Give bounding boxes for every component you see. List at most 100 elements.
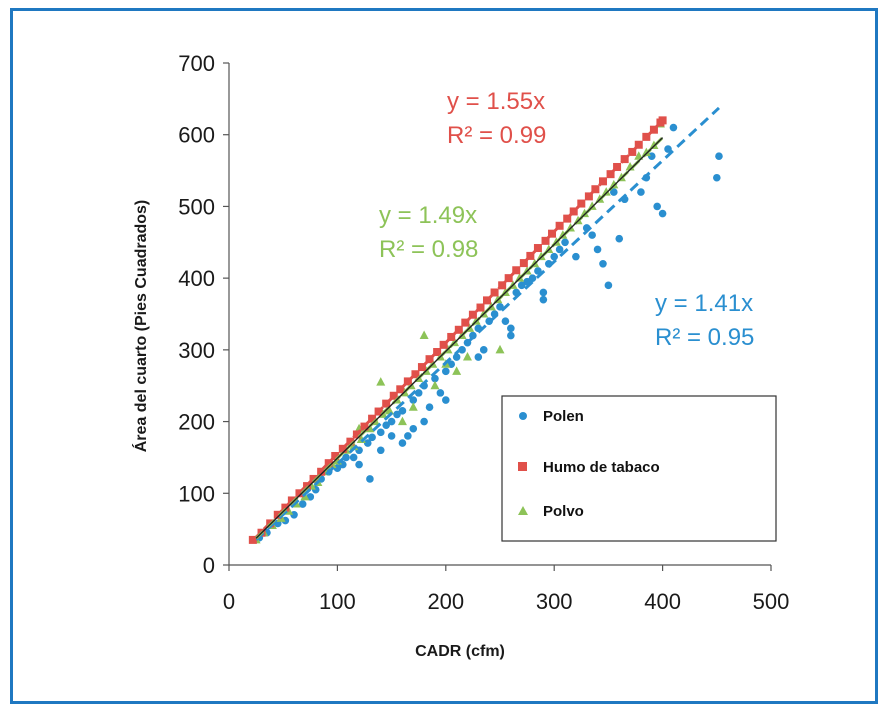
- data-point-polvo: [634, 151, 644, 160]
- legend-label-polen: Polen: [543, 408, 584, 425]
- y-tick-label: 400: [178, 266, 215, 291]
- data-point-polen: [658, 209, 667, 218]
- data-point-polen: [474, 353, 483, 361]
- data-point-polvo: [462, 352, 472, 361]
- axes: 0 100 200 300 400 500 600 700 0 100 200 300 400 500: [178, 51, 789, 614]
- data-point-humo: [324, 459, 333, 468]
- fit-line-polen: [255, 106, 720, 541]
- data-point-polvo: [419, 330, 429, 340]
- y-tick-label: 500: [178, 194, 215, 219]
- data-point-polen: [376, 428, 385, 437]
- data-point-polen: [409, 396, 418, 404]
- x-tick-label: 300: [536, 589, 573, 614]
- data-point-polen: [593, 245, 602, 254]
- data-point-polen: [588, 231, 596, 239]
- x-tick-label: 0: [223, 589, 235, 614]
- data-point-humo: [368, 414, 377, 423]
- data-point-polvo: [430, 380, 440, 390]
- data-point-polen: [382, 421, 390, 429]
- data-point-humo: [403, 377, 412, 386]
- data-point-polvo: [580, 208, 590, 218]
- data-point-polen: [479, 346, 488, 354]
- data-point-humo: [628, 147, 637, 156]
- fit-lines: [251, 106, 720, 542]
- data-point-polen: [366, 475, 374, 483]
- data-point-humo: [360, 422, 369, 431]
- data-point-polen: [615, 234, 624, 243]
- data-point-polen: [507, 331, 515, 340]
- legend-marker-polvo: [518, 506, 528, 515]
- data-point-polen: [534, 267, 542, 275]
- data-point-polen: [425, 403, 434, 412]
- data-point-humo: [490, 288, 499, 297]
- chart-frame: 0 100 200 300 400 500 600 700 0 100 200 300 400 500 y…: [10, 8, 878, 704]
- fit-line-humo: [251, 119, 664, 542]
- data-point-polen: [664, 145, 672, 153]
- series-polen: [255, 123, 723, 542]
- data-point-polen: [572, 252, 580, 261]
- x-tick-label: 100: [319, 589, 356, 614]
- data-point-polvo: [649, 140, 659, 149]
- data-point-polen: [637, 188, 645, 196]
- data-point-humo: [658, 116, 667, 125]
- data-point-polvo: [452, 366, 462, 375]
- legend: Polen Humo de tabaco Polvo: [501, 395, 777, 542]
- data-point-polen: [452, 353, 461, 361]
- r2-humo: R² = 0.99: [447, 122, 546, 149]
- r2-polen: R² = 0.95: [655, 324, 754, 351]
- data-point-humo: [281, 503, 290, 512]
- data-point-polen: [298, 500, 307, 508]
- data-point-polen: [528, 274, 537, 282]
- x-tick-label: 200: [427, 589, 464, 614]
- y-tick-label: 100: [178, 481, 215, 506]
- data-point-polen: [561, 238, 569, 247]
- y-axis-label: Área del cuarto (Pies Cuadrados): [131, 200, 150, 453]
- data-point-polen: [387, 417, 396, 426]
- data-point-humo: [591, 185, 600, 194]
- data-point-polen: [409, 424, 418, 433]
- scatter-chart: 0 100 200 300 400 500 600 700 0 100 200 300 400 500 y…: [131, 51, 789, 660]
- data-point-polen: [442, 396, 450, 404]
- data-point-polen: [604, 281, 613, 290]
- equation-humo: y = 1.55x: [447, 88, 545, 115]
- data-point-humo: [504, 274, 513, 283]
- data-point-polen: [398, 407, 407, 415]
- data-point-polen: [398, 439, 407, 447]
- data-point-polvo: [376, 377, 386, 386]
- data-point-polen: [436, 389, 445, 397]
- data-point-polen: [610, 188, 618, 196]
- data-point-humo: [468, 310, 477, 319]
- data-point-polvo: [495, 344, 505, 354]
- data-point-humo: [382, 399, 391, 408]
- r2-polvo: R² = 0.98: [379, 236, 478, 263]
- data-point-polen: [414, 389, 423, 397]
- data-point-polen: [669, 123, 678, 132]
- x-axis-label: CADR (cfm): [415, 643, 505, 660]
- data-point-polen: [599, 260, 607, 268]
- data-point-polen: [539, 288, 548, 297]
- legend-box: [501, 395, 777, 542]
- data-point-humo: [548, 229, 557, 238]
- fit-line-overall: [255, 137, 664, 539]
- data-point-polen: [349, 453, 358, 462]
- data-point-polen: [376, 446, 385, 455]
- data-point-polvo: [397, 416, 407, 426]
- legend-marker-humo: [518, 462, 527, 471]
- y-tick-label: 600: [178, 123, 215, 148]
- data-point-polen: [539, 295, 548, 304]
- data-point-humo: [425, 355, 434, 364]
- data-point-polen: [517, 281, 526, 290]
- data-point-polen: [442, 367, 450, 376]
- data-point-polen: [368, 433, 376, 442]
- data-point-polen: [507, 324, 515, 333]
- data-point-polen: [363, 439, 372, 447]
- data-point-polen: [393, 410, 401, 419]
- data-point-polen: [420, 417, 428, 426]
- legend-label-humo: Humo de tabaco: [543, 459, 660, 476]
- y-tick-label: 300: [178, 338, 215, 363]
- data-point-polen: [501, 317, 510, 325]
- data-point-humo: [569, 207, 578, 216]
- data-point-polvo: [384, 405, 394, 415]
- data-point-humo: [526, 251, 535, 260]
- equation-polvo: y = 1.49x: [379, 202, 477, 229]
